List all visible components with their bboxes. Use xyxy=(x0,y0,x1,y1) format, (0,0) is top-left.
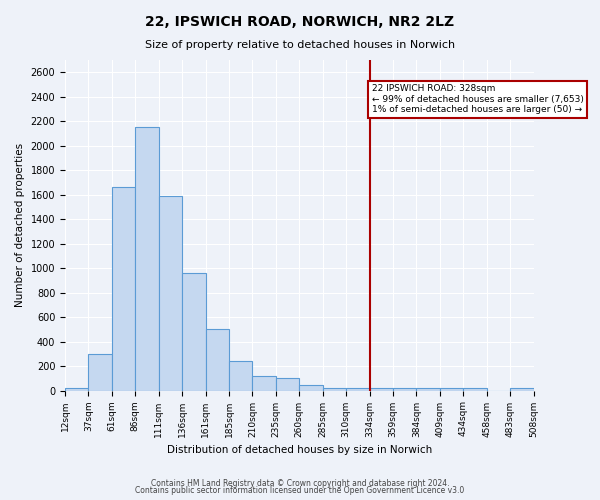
Bar xyxy=(88,354,112,391)
Text: 22 IPSWICH ROAD: 328sqm
← 99% of detached houses are smaller (7,653)
1% of semi-: 22 IPSWICH ROAD: 328sqm ← 99% of detache… xyxy=(372,84,584,114)
Bar xyxy=(276,378,299,390)
Bar xyxy=(159,196,182,390)
Bar xyxy=(370,388,393,390)
Bar xyxy=(112,188,136,390)
Bar xyxy=(510,388,533,390)
Bar xyxy=(182,273,206,390)
Y-axis label: Number of detached properties: Number of detached properties xyxy=(15,143,25,308)
Bar xyxy=(416,388,440,390)
Bar xyxy=(323,388,346,390)
Text: Size of property relative to detached houses in Norwich: Size of property relative to detached ho… xyxy=(145,40,455,50)
Bar xyxy=(299,385,323,390)
Text: 22, IPSWICH ROAD, NORWICH, NR2 2LZ: 22, IPSWICH ROAD, NORWICH, NR2 2LZ xyxy=(145,15,455,29)
Text: Contains HM Land Registry data © Crown copyright and database right 2024.: Contains HM Land Registry data © Crown c… xyxy=(151,478,449,488)
Bar xyxy=(65,388,88,390)
Text: Contains public sector information licensed under the Open Government Licence v3: Contains public sector information licen… xyxy=(136,486,464,495)
Bar xyxy=(136,128,159,390)
X-axis label: Distribution of detached houses by size in Norwich: Distribution of detached houses by size … xyxy=(167,445,432,455)
Bar xyxy=(253,376,276,390)
Bar xyxy=(440,388,463,390)
Bar xyxy=(206,330,229,390)
Bar xyxy=(463,388,487,390)
Bar xyxy=(393,388,416,390)
Bar xyxy=(346,388,370,390)
Bar xyxy=(229,360,253,390)
